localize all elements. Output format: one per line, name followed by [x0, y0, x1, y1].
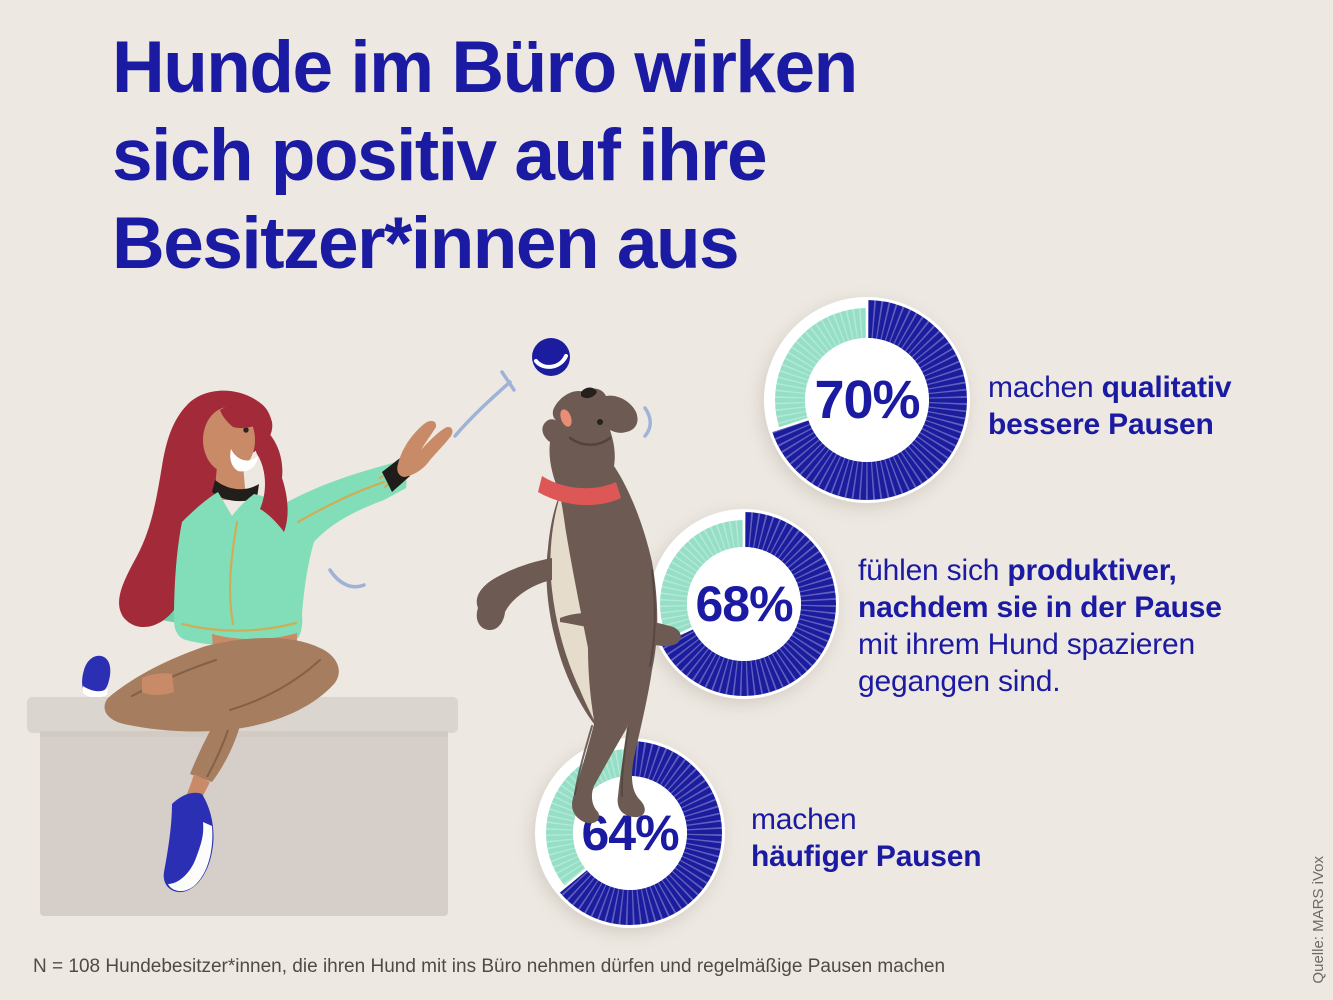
woman-back-arm: [160, 538, 197, 624]
woman-chin-shadow: [212, 480, 259, 502]
woman-hair-lock: [255, 430, 288, 532]
motion-arcs: [328, 370, 652, 800]
donut-percent-value: 70%: [814, 370, 919, 430]
stat-text-segment: produktiver, nachdem sie in der Pause: [858, 554, 1222, 624]
stat-label-frequent-breaks: machen häufiger Pausen: [751, 801, 982, 875]
arc-below-arm: [328, 568, 366, 589]
woman-hair-fringe: [220, 404, 265, 429]
stat-label-productivity: fühlen sich produktiver, nachdem sie in …: [858, 552, 1222, 700]
sample-note: N = 108 Hundebesitzer*innen, die ihren H…: [33, 956, 946, 977]
trajectory-tick: [500, 370, 516, 392]
dog-collar: [538, 476, 621, 506]
sweater-seams: [180, 469, 397, 632]
dog-eye: [597, 419, 603, 425]
woman: [104, 390, 453, 893]
stat-text-segment: machen: [988, 371, 1102, 404]
woman-hair-back: [119, 390, 273, 628]
woman-smile: [230, 449, 258, 472]
woman-neck: [214, 464, 246, 500]
dog-mouth-line: [568, 436, 612, 446]
woman-eyebrow: [238, 414, 257, 420]
donut-chart-productivity: 68%: [648, 508, 840, 700]
headline: Hunde im Büro wirken sich positiv auf ih…: [112, 27, 858, 284]
donut-svg: 68%: [649, 509, 839, 699]
woman-ankle-right: [186, 774, 210, 804]
donut-chart-quality-breaks: 70%: [763, 296, 971, 504]
stat-text-segment: machen: [751, 803, 857, 836]
throw-trajectory-arc: [453, 380, 512, 438]
woman-eye: [243, 427, 249, 433]
ball: [532, 338, 570, 376]
woman-sweater: [174, 462, 407, 646]
woman-pants: [104, 638, 339, 732]
donut-svg: 64%: [535, 738, 725, 928]
woman-cuff: [382, 458, 410, 492]
woman-hand: [397, 420, 453, 477]
stat-text-segment: häufiger Pausen: [751, 840, 982, 873]
dog-front-leg-left: [476, 558, 552, 630]
pants-seams: [131, 659, 321, 711]
donut-chart-frequent-breaks: 64%: [534, 737, 726, 929]
donut-percent-value: 64%: [581, 805, 679, 861]
woman-face: [203, 407, 255, 473]
source-note: Quelle: MARS iVox: [1310, 856, 1327, 984]
woman-waist: [212, 633, 297, 654]
stat-text-segment: mit ihrem Hund spazieren gegangen sind.: [858, 628, 1196, 698]
box: [27, 697, 458, 916]
woman-ankle-left: [142, 673, 174, 695]
dog-tongue: [560, 409, 572, 427]
dog-belly: [550, 496, 594, 720]
woman-sneaker: [163, 792, 214, 893]
donut-svg: 70%: [764, 297, 970, 503]
dog-ear-tip: [581, 387, 597, 399]
woman-sneaker-sole: [168, 822, 213, 892]
second-sneaker: [82, 655, 111, 698]
arc-near-dog-head: [643, 406, 652, 438]
woman-hanging-shin: [190, 720, 240, 782]
stat-text-segment: qualitativ bessere Pausen: [988, 371, 1232, 441]
stat-label-quality-breaks: machen qualitativ bessere Pausen: [988, 369, 1232, 443]
donut-percent-value: 68%: [695, 576, 793, 632]
stat-text-segment: fühlen sich: [858, 554, 1008, 587]
